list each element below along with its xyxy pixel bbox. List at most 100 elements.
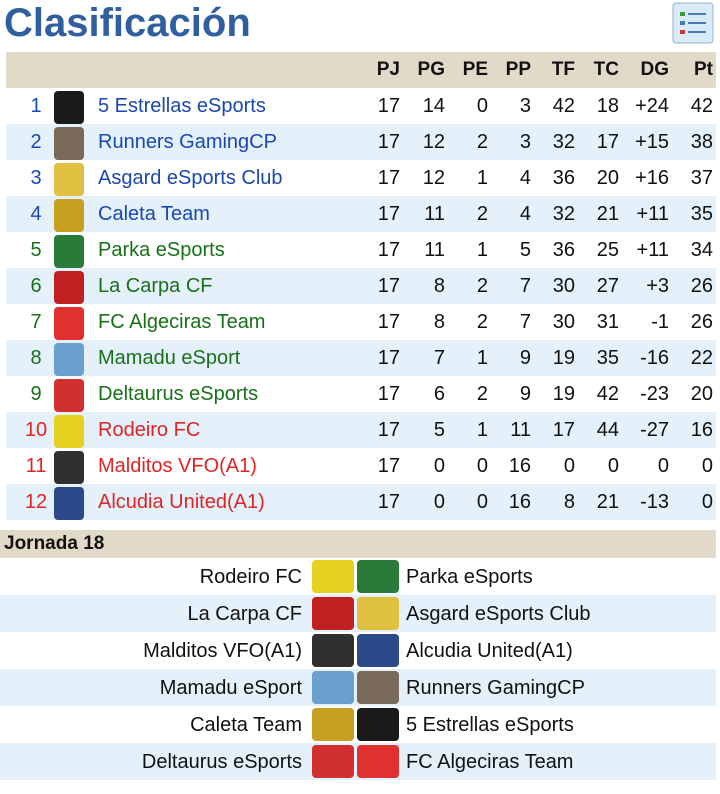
- menu-icon[interactable]: [672, 2, 714, 44]
- away-team[interactable]: Asgard eSports Club: [406, 603, 591, 625]
- stat: 42: [596, 383, 619, 405]
- stat: 1: [476, 347, 488, 369]
- team-name[interactable]: Runners GamingCP: [98, 131, 277, 153]
- stat: 20: [596, 167, 619, 189]
- stat: 4: [519, 167, 531, 189]
- stat: 16: [508, 491, 531, 513]
- team-name[interactable]: Rodeiro FC: [98, 419, 201, 441]
- away-logo: [357, 597, 399, 630]
- away-team[interactable]: Parka eSports: [406, 566, 533, 588]
- away-logo: [357, 708, 399, 741]
- home-team[interactable]: Caleta Team: [190, 714, 302, 736]
- team-name[interactable]: FC Algeciras Team: [98, 311, 266, 333]
- home-team[interactable]: Deltaurus eSports: [141, 751, 302, 773]
- stat: 0: [476, 95, 488, 117]
- team-logo: [54, 343, 84, 376]
- team-name[interactable]: Malditos VFO(A1): [98, 455, 257, 477]
- rank: 10: [24, 419, 48, 441]
- stat: 37: [690, 167, 713, 189]
- stat: 7: [433, 347, 445, 369]
- stat: 7: [519, 275, 531, 297]
- team-name[interactable]: Parka eSports: [98, 239, 225, 261]
- stat: 26: [690, 311, 713, 333]
- stat: 17: [377, 275, 400, 297]
- stat: 14: [422, 95, 445, 117]
- rank: 3: [30, 167, 42, 189]
- stat: 36: [552, 239, 575, 261]
- stat: 8: [563, 491, 575, 513]
- stat: 17: [377, 203, 400, 225]
- team-name[interactable]: Mamadu eSport: [98, 347, 241, 369]
- stat: 17: [552, 419, 575, 441]
- home-team[interactable]: Mamadu eSport: [159, 677, 302, 699]
- rank: 5: [30, 239, 42, 261]
- home-team[interactable]: La Carpa CF: [187, 603, 303, 625]
- stat: +3: [646, 275, 669, 297]
- stat: 17: [377, 491, 400, 513]
- home-team[interactable]: Malditos VFO(A1): [143, 640, 302, 662]
- stat: 9: [519, 347, 531, 369]
- stat: 2: [476, 275, 488, 297]
- stat: 17: [596, 131, 619, 153]
- team-name[interactable]: 5 Estrellas eSports: [98, 95, 266, 117]
- stat: 32: [552, 131, 575, 153]
- away-team[interactable]: Alcudia United(A1): [406, 640, 573, 662]
- stat: 17: [377, 455, 400, 477]
- stat: -23: [640, 383, 669, 405]
- stat: 0: [563, 455, 575, 477]
- column-header: TF: [551, 59, 575, 80]
- away-team[interactable]: FC Algeciras Team: [406, 751, 574, 773]
- stat: 8: [433, 275, 445, 297]
- stat: -27: [640, 419, 669, 441]
- column-header: TC: [593, 59, 619, 80]
- stat: -16: [640, 347, 669, 369]
- stat: 11: [424, 239, 445, 261]
- stat: 2: [476, 311, 488, 333]
- team-name[interactable]: La Carpa CF: [98, 275, 213, 297]
- stat: 17: [377, 167, 400, 189]
- table-row: [6, 268, 716, 304]
- team-name[interactable]: Alcudia United(A1): [98, 491, 265, 513]
- stat: 17: [377, 383, 400, 405]
- round-title: Jornada 18: [4, 533, 105, 554]
- home-logo: [312, 708, 354, 741]
- stat: 17: [377, 131, 400, 153]
- stat: 0: [657, 455, 669, 477]
- team-logo: [54, 235, 84, 268]
- team-name[interactable]: Caleta Team: [98, 203, 210, 225]
- stat: 19: [552, 383, 575, 405]
- table-row: [6, 88, 716, 124]
- stat: 1: [476, 239, 488, 261]
- team-logo: [54, 415, 84, 448]
- table-row: [6, 448, 716, 484]
- stat: 0: [607, 455, 619, 477]
- stat: 17: [377, 95, 400, 117]
- away-team[interactable]: Runners GamingCP: [406, 677, 585, 699]
- rank: 12: [24, 491, 48, 513]
- team-logo: [54, 163, 84, 196]
- team-logo: [54, 379, 84, 412]
- stat: 3: [519, 95, 531, 117]
- team-name[interactable]: Asgard eSports Club: [98, 167, 283, 189]
- team-name[interactable]: Deltaurus eSports: [98, 383, 259, 405]
- stat: 27: [596, 275, 619, 297]
- home-team[interactable]: Rodeiro FC: [199, 566, 302, 588]
- team-logo: [54, 271, 84, 304]
- table-row: [6, 196, 716, 232]
- table-row: [6, 412, 716, 448]
- stat: 30: [552, 275, 575, 297]
- home-logo: [312, 560, 354, 593]
- stat: 17: [377, 239, 400, 261]
- rank: 9: [30, 383, 42, 405]
- stat: 3: [519, 131, 531, 153]
- stat: 44: [596, 419, 619, 441]
- stat: 25: [596, 239, 619, 261]
- stat: 32: [552, 203, 575, 225]
- stat: +16: [635, 167, 669, 189]
- away-team[interactable]: 5 Estrellas eSports: [406, 714, 574, 736]
- team-logo: [54, 91, 84, 124]
- stat: 1: [476, 419, 488, 441]
- stat: 19: [552, 347, 575, 369]
- stat: 5: [519, 239, 531, 261]
